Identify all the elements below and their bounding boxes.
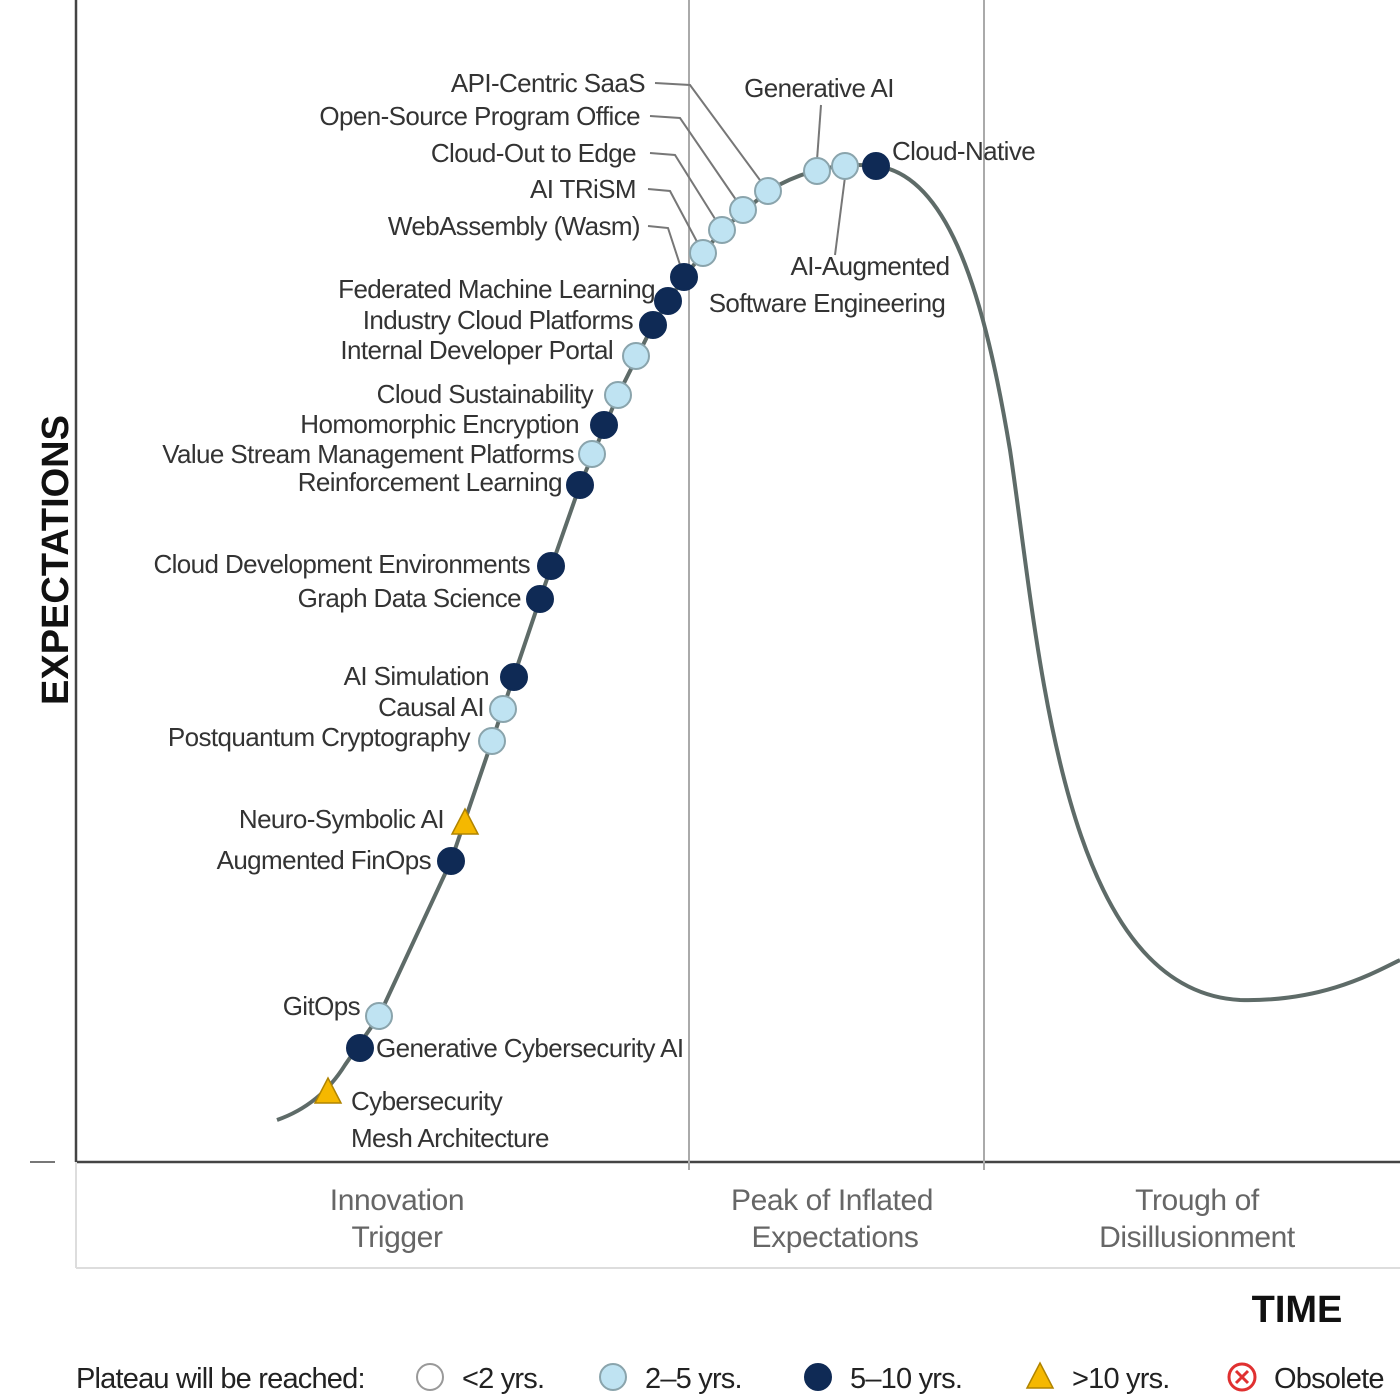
x-axis-label: TIME — [1252, 1289, 1343, 1331]
technology-marker — [489, 695, 517, 723]
technology-marker — [590, 411, 618, 439]
phase-label: Disillusionment — [1099, 1221, 1296, 1254]
technology-marker — [478, 727, 506, 755]
technology-marker — [500, 663, 528, 691]
technology-marker — [639, 311, 667, 339]
technology-label: Cloud Sustainability — [377, 379, 594, 409]
circle-legend-icon — [416, 1363, 444, 1391]
technology-marker — [365, 1002, 393, 1030]
legend-item-lt2: <2 yrs. — [416, 1363, 545, 1395]
technology-marker — [803, 157, 831, 185]
technology-marker — [654, 287, 682, 315]
technology-label: WebAssembly (Wasm) — [388, 211, 640, 241]
technology-marker — [346, 1034, 374, 1062]
technology-label: Mesh Architecture — [351, 1123, 549, 1153]
technology-label: Augmented FinOps — [217, 845, 432, 875]
legend: Plateau will be reached: <2 yrs. 2–5 yrs. 5… — [76, 1361, 1384, 1395]
technology-marker — [526, 585, 554, 613]
technology-marker — [689, 239, 717, 267]
technology-label: Industry Cloud Platforms — [363, 305, 634, 335]
legend-item-5to10: 5–10 yrs. — [804, 1363, 963, 1395]
y-axis-label: EXPECTATIONS — [35, 415, 77, 705]
technology-label: Homomorphic Encryption — [300, 409, 579, 439]
technology-label: Generative Cybersecurity AI — [376, 1033, 684, 1063]
technology-marker — [578, 440, 606, 468]
legend-label: <2 yrs. — [462, 1363, 544, 1395]
technology-label: Generative AI — [744, 73, 894, 103]
triangle-marker-icon — [450, 807, 480, 835]
legend-item-obsolete: Obsolete — [1227, 1362, 1384, 1395]
technology-label: API-Centric SaaS — [451, 68, 645, 98]
triangle-marker-icon — [313, 1076, 343, 1104]
circle-legend-icon — [804, 1363, 832, 1391]
technology-label: Cloud-Native — [892, 136, 1035, 166]
technology-label: Graph Data Science — [298, 583, 521, 613]
technology-label: Cloud Development Environments — [153, 549, 530, 579]
technology-label: GitOps — [283, 991, 361, 1021]
technology-marker — [831, 152, 859, 180]
leader-line — [654, 82, 769, 192]
technology-label: Cloud-Out to Edge — [431, 138, 636, 168]
technology-label: Federated Machine Learning — [338, 274, 655, 304]
leader-line — [647, 188, 704, 254]
technology-label: Postquantum Cryptography — [168, 722, 471, 752]
technology-label: AI TRiSM — [530, 174, 636, 204]
technology-label: AI Simulation — [344, 661, 489, 691]
phase-label: Peak of Inflated — [731, 1184, 933, 1217]
technology-marker — [729, 196, 757, 224]
leader-line — [834, 176, 846, 256]
phase-trough: Trough of Disillusionment — [1099, 1184, 1296, 1254]
technology-label: Neuro-Symbolic AI — [239, 804, 444, 834]
phase-innovation-trigger: Innovation Trigger — [330, 1184, 465, 1254]
phase-peak: Peak of Inflated Expectations — [731, 1184, 933, 1254]
circle-legend-icon — [599, 1363, 627, 1391]
technology-marker — [670, 263, 698, 291]
technology-marker — [708, 216, 736, 244]
legend-item-gt10: >10 yrs. — [1025, 1361, 1170, 1395]
technology-marker — [622, 342, 650, 370]
technology-label: Reinforcement Learning — [298, 467, 562, 497]
phase-label: Trigger — [351, 1221, 443, 1254]
legend-item-2to5: 2–5 yrs. — [599, 1363, 743, 1395]
technology-label: Cybersecurity — [351, 1086, 503, 1116]
legend-title: Plateau will be reached: — [76, 1363, 365, 1395]
technology-marker — [537, 552, 565, 580]
technology-marker — [604, 381, 632, 409]
technology-label: Software Engineering — [709, 288, 946, 318]
leader-line — [649, 115, 744, 211]
technology-marker — [437, 847, 465, 875]
technology-label: AI-Augmented — [790, 251, 949, 281]
leader-line — [649, 152, 723, 231]
technology-marker — [754, 177, 782, 205]
x-circle-legend-icon — [1227, 1362, 1257, 1392]
leader-line — [647, 225, 685, 278]
phase-label: Expectations — [752, 1221, 919, 1254]
leader-line — [816, 104, 822, 161]
technology-label: Open-Source Program Office — [319, 101, 640, 131]
technology-marker — [566, 471, 594, 499]
technology-label: Causal AI — [378, 692, 484, 722]
triangle-legend-icon — [1025, 1361, 1055, 1389]
legend-label: 2–5 yrs. — [645, 1363, 742, 1395]
legend-label: 5–10 yrs. — [850, 1363, 962, 1395]
legend-label: Obsolete — [1274, 1363, 1384, 1395]
phase-label: Innovation — [330, 1184, 464, 1217]
technology-label: Value Stream Management Platforms — [162, 439, 574, 469]
technology-marker — [862, 152, 890, 180]
technology-label: Internal Developer Portal — [340, 335, 613, 365]
legend-label: >10 yrs. — [1072, 1363, 1170, 1395]
phase-label: Trough of — [1135, 1184, 1260, 1217]
hype-curve — [276, 163, 1400, 1122]
